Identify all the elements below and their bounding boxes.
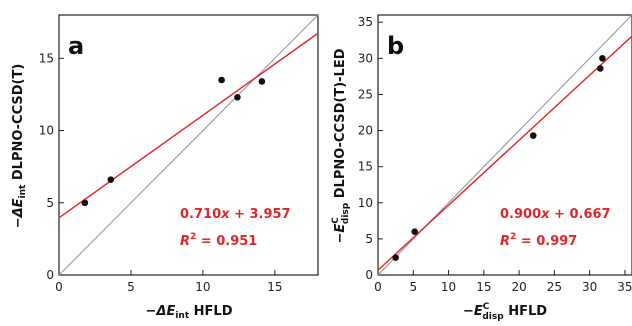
plot-area-frame bbox=[58, 14, 319, 276]
y-tick-label: 15 bbox=[358, 160, 373, 174]
y-tick-label: 5 bbox=[365, 232, 373, 246]
tick-marks bbox=[58, 57, 276, 276]
data-point bbox=[392, 254, 399, 261]
fit-equation: 0.710x + 3.957 bbox=[180, 207, 291, 222]
data-point bbox=[258, 78, 266, 85]
x-tick-label: 30 bbox=[582, 280, 597, 294]
y-tick-label: 35 bbox=[358, 15, 373, 29]
panel-b: 0 5 10 15 20 25 30 35 0 5 10 15 20 25 30 35 b 0.900x + … bbox=[331, 14, 632, 322]
y-tick-label: 15 bbox=[39, 51, 54, 65]
x-tick-label: 20 bbox=[511, 280, 526, 294]
data-point bbox=[596, 65, 604, 72]
x-tick-label: 5 bbox=[127, 280, 135, 294]
panel-label: b bbox=[387, 32, 404, 60]
y-tick-label: 10 bbox=[39, 124, 54, 138]
x-tick-label: 15 bbox=[267, 280, 282, 294]
fit-line bbox=[58, 32, 319, 219]
data-point bbox=[81, 199, 89, 207]
y-tick-label: 0 bbox=[46, 268, 54, 282]
data-point bbox=[234, 94, 241, 101]
fit-equation: 0.900x + 0.667 bbox=[500, 207, 611, 222]
y-axis-label: −ΔEint DLPNO-CCSD(T) bbox=[11, 64, 28, 229]
data-point bbox=[107, 176, 115, 183]
y-tick-label: 30 bbox=[358, 51, 373, 65]
y-tick-label: 25 bbox=[358, 87, 373, 101]
r-squared: R2 = 0.951 bbox=[180, 232, 257, 249]
x-tick-label: 25 bbox=[547, 280, 562, 294]
y-tick-label: 0 bbox=[365, 268, 373, 282]
x-tick-label: 0 bbox=[55, 280, 63, 294]
data-point bbox=[599, 55, 606, 62]
y-tick-label: 5 bbox=[46, 196, 54, 210]
data-point bbox=[529, 132, 537, 139]
tick-labels: 0 5 10 15 0 5 10 15 bbox=[39, 51, 283, 294]
data-point bbox=[218, 76, 225, 84]
data-point bbox=[411, 228, 418, 235]
identity-line bbox=[58, 14, 319, 276]
y-tick-label: 10 bbox=[358, 196, 373, 210]
x-axis-label: −EC disp HFLD bbox=[463, 302, 547, 322]
panel-label: a bbox=[68, 32, 84, 60]
x-tick-label: 35 bbox=[617, 280, 632, 294]
plot-area-frame bbox=[377, 14, 632, 276]
x-axis-label: −ΔEint HFLD bbox=[145, 304, 232, 321]
x-tick-label: 10 bbox=[441, 280, 456, 294]
y-tick-label: 20 bbox=[358, 124, 373, 138]
x-tick-label: 10 bbox=[195, 280, 210, 294]
data-points bbox=[81, 76, 266, 207]
r-squared: R2 = 0.997 bbox=[500, 232, 577, 249]
data-points bbox=[392, 55, 606, 261]
tick-marks bbox=[377, 21, 626, 276]
panel-a: 0 5 10 15 0 5 10 15 a 0.710x + 3.957 R2 = 0.951… bbox=[11, 14, 319, 321]
x-tick-label: 15 bbox=[476, 280, 491, 294]
x-tick-label: 5 bbox=[409, 280, 417, 294]
fit-line bbox=[377, 35, 632, 271]
tick-labels: 0 5 10 15 20 25 30 35 0 5 10 15 20 25 30 35 bbox=[358, 15, 632, 294]
y-axis-label: −ECdisp DLPNO-CCSD(T)-LED bbox=[331, 48, 351, 243]
x-tick-label: 0 bbox=[374, 280, 382, 294]
